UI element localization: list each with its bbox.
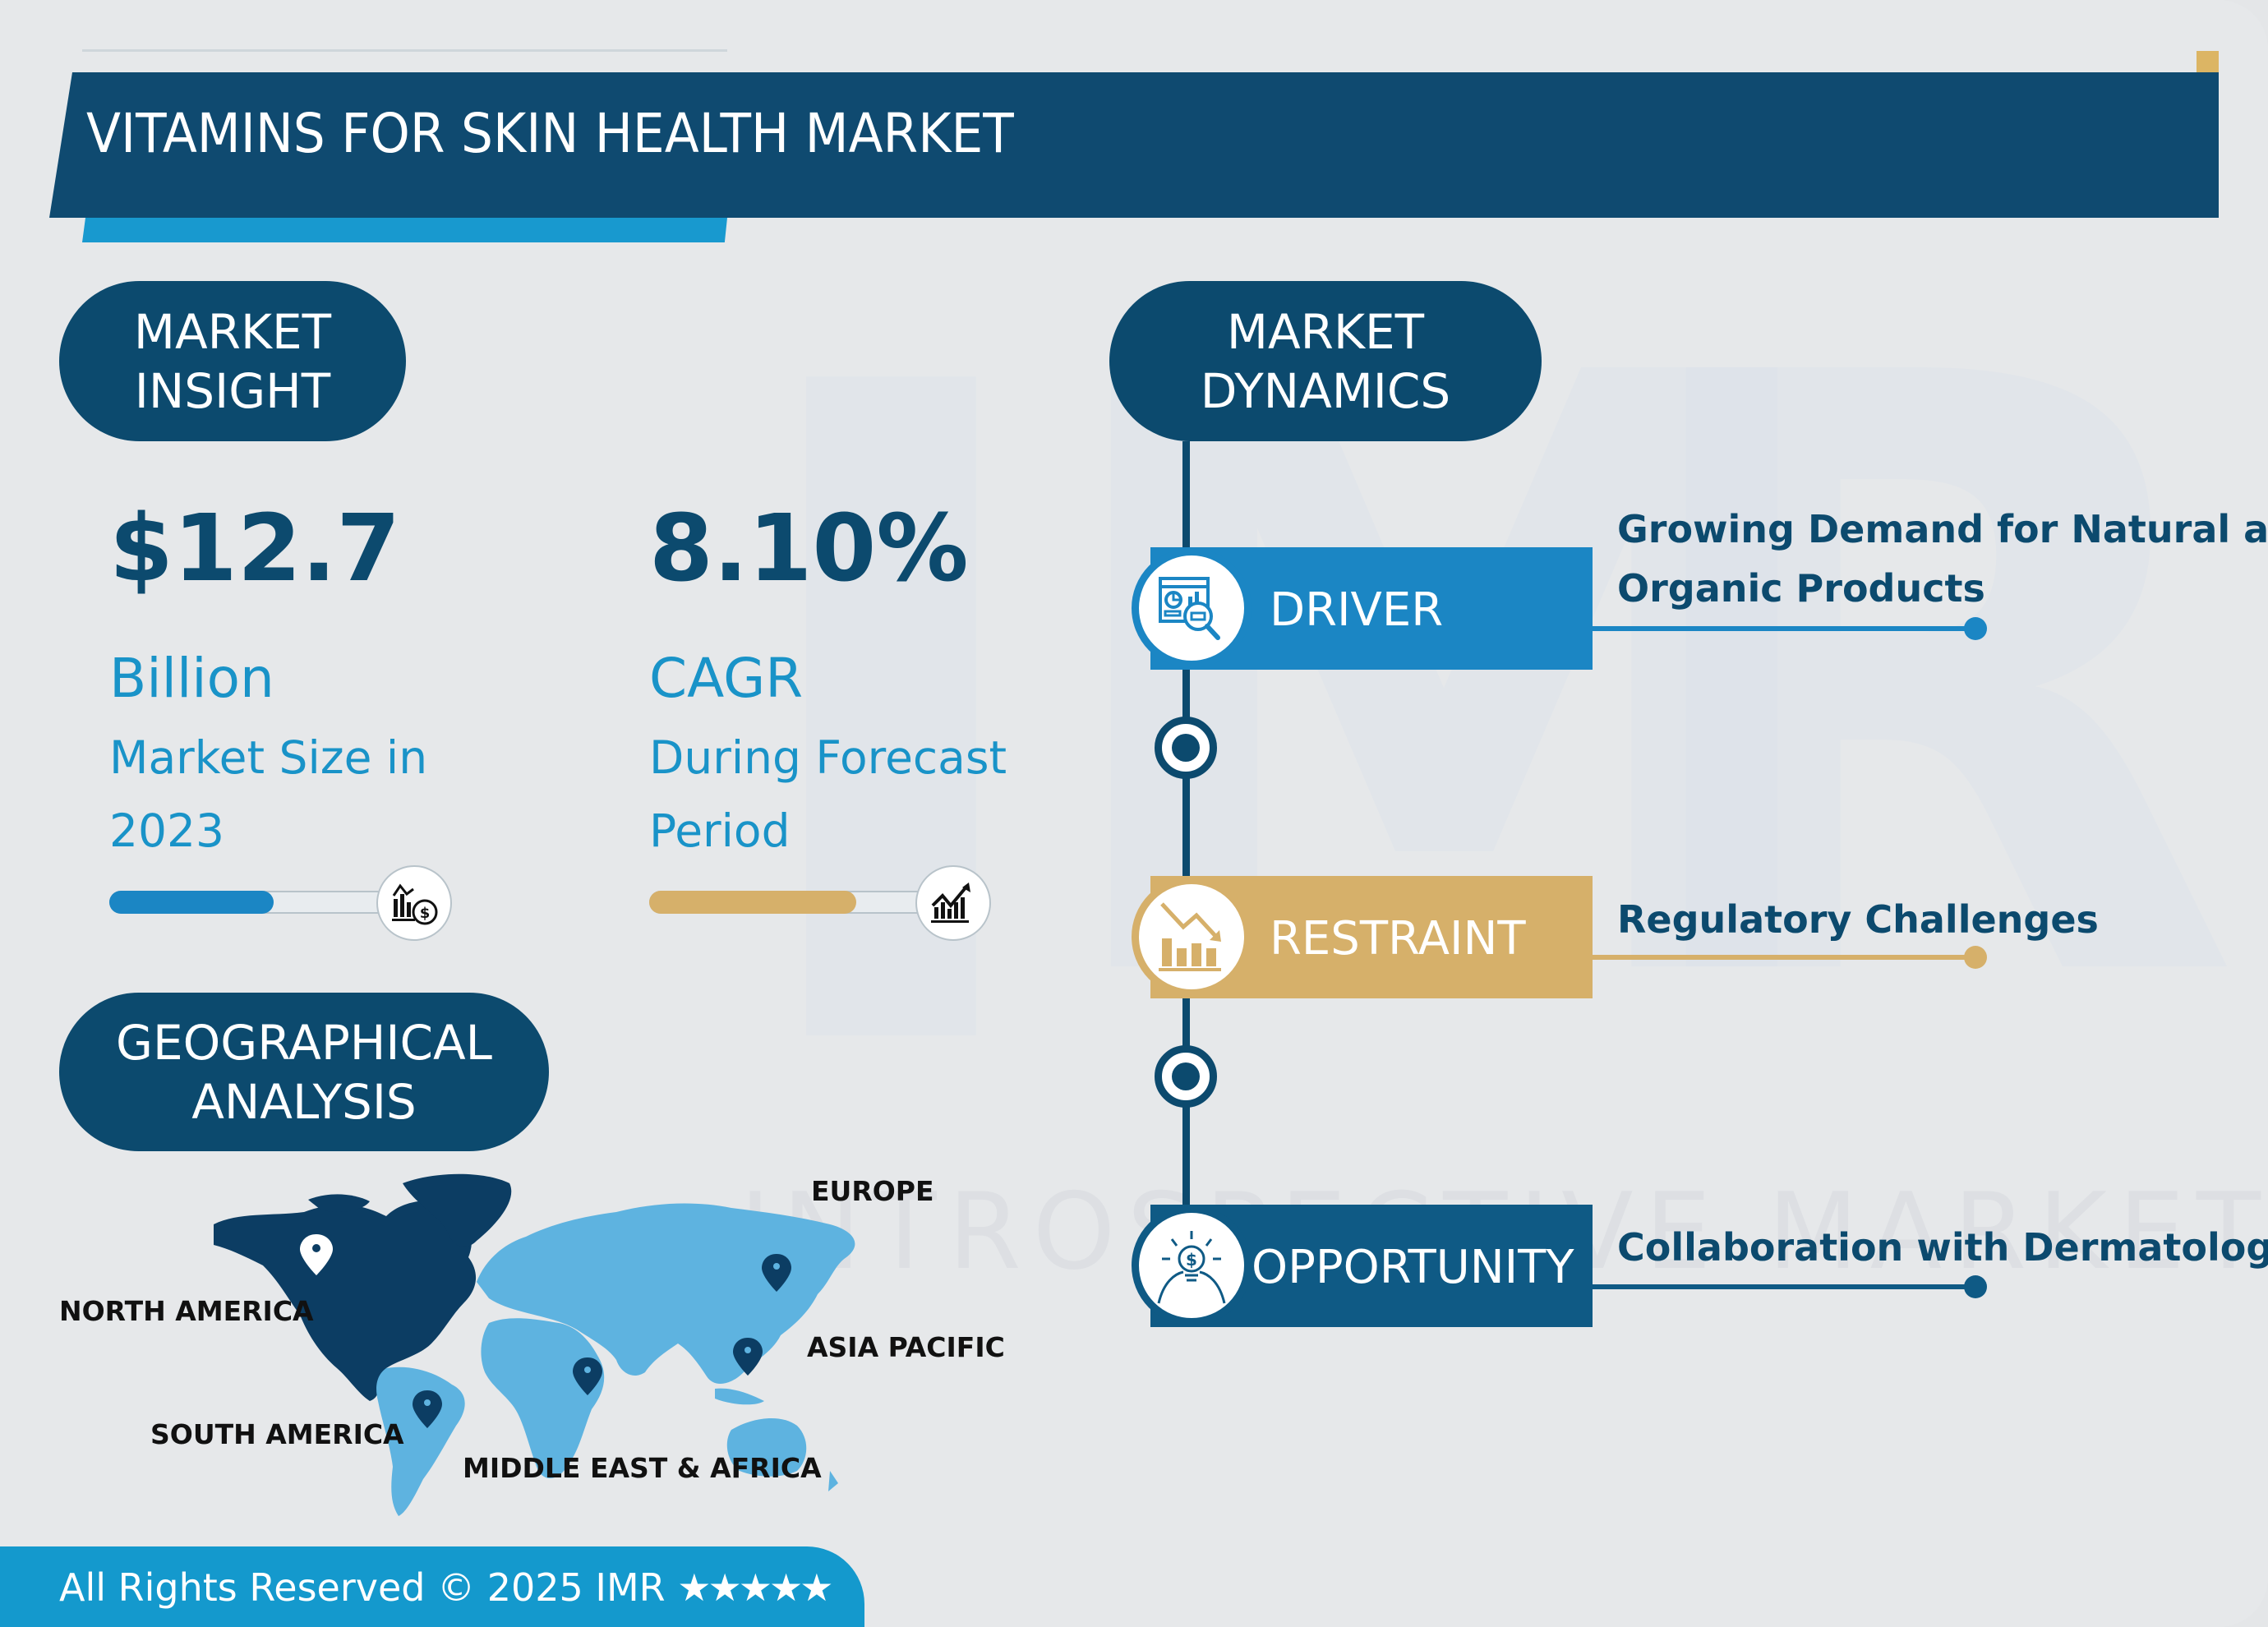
- driver-connector-dot: [1964, 617, 1987, 640]
- restraint-connector-dot: [1964, 946, 1987, 969]
- driver-connector: [1593, 626, 1972, 631]
- region-label-north-america: NORTH AMERICA: [59, 1295, 314, 1327]
- driver-label: DRIVER: [1270, 583, 1444, 637]
- copyright-text: All Rights Reserved © 2025 IMR: [59, 1565, 666, 1610]
- map-greenland: [403, 1173, 512, 1247]
- text-line: Growing Demand for Natural and: [1617, 507, 2268, 551]
- desc-line: Period: [649, 804, 791, 857]
- cagr-progress: [649, 891, 929, 914]
- market-size-block: $12.7: [109, 503, 400, 595]
- svg-text:$: $: [420, 905, 431, 922]
- heading-line: GEOGRAPHICAL: [116, 1014, 492, 1071]
- market-insight-heading: MARKET INSIGHT: [59, 281, 406, 441]
- text-line: Collaboration with Dermatologists: [1617, 1225, 2268, 1270]
- driver-description: Growing Demand for Natural and Organic P…: [1617, 500, 2268, 618]
- rating-stars: ★★★★★: [677, 1565, 833, 1610]
- restraint-label: RESTRAINT: [1270, 912, 1526, 966]
- geographical-analysis-heading: GEOGRAPHICAL ANALYSIS: [59, 993, 549, 1151]
- text-line: Regulatory Challenges: [1617, 897, 2099, 942]
- lightbulb-dollar-icon: $: [1132, 1205, 1252, 1325]
- region-label-europe: EUROPE: [811, 1175, 934, 1207]
- restraint-connector: [1593, 955, 1972, 960]
- market-size-progress-fill: [109, 891, 274, 914]
- map-pin-europe: [762, 1254, 791, 1292]
- market-dynamics-heading: MARKET DYNAMICS: [1109, 281, 1542, 441]
- market-size-value: $12.7: [109, 495, 401, 602]
- opportunity-connector-dot: [1964, 1275, 1987, 1298]
- text-line: Organic Products: [1617, 566, 1985, 611]
- timeline-node: [1155, 717, 1217, 779]
- desc-line: Market Size in: [109, 731, 428, 784]
- desc-line: During Forecast: [649, 731, 1007, 784]
- footer-copyright: All Rights Reserved © 2025 IMR ★★★★★: [59, 1565, 833, 1610]
- svg-text:$: $: [1186, 1250, 1197, 1270]
- growth-chart-icon: [915, 865, 991, 941]
- desc-line: 2023: [109, 804, 224, 857]
- page-title: VITAMINS FOR SKIN HEALTH MARKET: [86, 102, 1014, 165]
- watermark-logo-r: R: [1611, 204, 2244, 1160]
- cagr-progress-fill: [649, 891, 856, 914]
- opportunity-connector: [1593, 1284, 1972, 1289]
- dynamics-timeline-line: [1182, 441, 1190, 1304]
- title-banner: [49, 72, 2219, 218]
- opportunity-label: OPPORTUNITY: [1252, 1241, 1574, 1294]
- chart-dollar-icon: $: [376, 865, 452, 941]
- map-australia: [726, 1417, 807, 1477]
- region-label-asia-pacific: ASIA PACIFIC: [807, 1331, 1005, 1363]
- map-africa: [481, 1318, 605, 1479]
- region-label-south-america: SOUTH AMERICA: [150, 1418, 404, 1450]
- map-pin-south-america: [413, 1390, 442, 1428]
- market-size-progress: [109, 891, 389, 914]
- declining-chart-icon: [1132, 877, 1252, 997]
- map-south-america: [376, 1367, 465, 1516]
- map-pin-north-america: [300, 1234, 333, 1275]
- restraint-description: Regulatory Challenges: [1617, 890, 2099, 949]
- title-banner-strip: [82, 218, 727, 242]
- heading-line: MARKET: [1226, 303, 1425, 360]
- world-map: [205, 1167, 945, 1524]
- market-size-unit: Billion: [109, 647, 274, 710]
- timeline-node: [1155, 1045, 1217, 1108]
- footer-bar: [0, 1546, 864, 1627]
- analytics-magnifier-icon: [1132, 548, 1252, 668]
- map-pin-asia-pacific: [733, 1338, 763, 1376]
- map-north-america: [214, 1201, 477, 1401]
- cagr-description: During Forecast Period: [649, 721, 1007, 868]
- opportunity-description: Collaboration with Dermatologists: [1617, 1218, 2268, 1277]
- map-eurasia: [477, 1203, 855, 1385]
- region-label-middle-east-africa: MIDDLE EAST & AFRICA: [463, 1452, 822, 1484]
- header-top-line: [82, 49, 727, 52]
- cagr-value: 8.10%: [649, 495, 969, 602]
- map-pin-middle-east-africa: [573, 1357, 602, 1395]
- watermark-logo-i: I: [723, 197, 1060, 1249]
- heading-line: DYNAMICS: [1200, 362, 1451, 419]
- cagr-unit: CAGR: [649, 647, 804, 710]
- heading-line: ANALYSIS: [191, 1073, 417, 1130]
- heading-line: INSIGHT: [134, 362, 331, 419]
- market-size-description: Market Size in 2023: [109, 721, 427, 868]
- banner-accent: [2197, 51, 2219, 72]
- heading-line: MARKET: [133, 303, 332, 360]
- cagr-block: 8.10%: [649, 503, 969, 595]
